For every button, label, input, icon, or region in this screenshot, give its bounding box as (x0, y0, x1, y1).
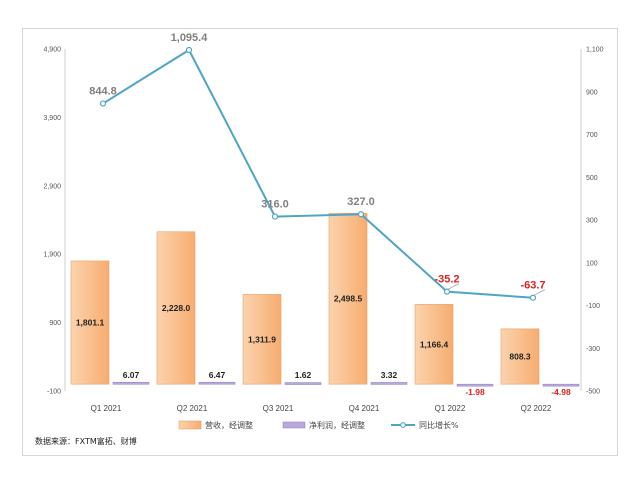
growth-point (271, 213, 279, 220)
growth-data-label: 844.8 (89, 86, 117, 98)
right-tick-label: -300 (586, 346, 600, 353)
growth-line (102, 48, 534, 299)
left-tick-label: -100 (47, 389, 61, 396)
right-tick-label: 1,100 (586, 47, 604, 54)
net-profit-bar (198, 381, 236, 385)
revenue-bar (242, 294, 282, 385)
net-profit-bar (456, 383, 494, 387)
category-label: Q1 2022 (435, 404, 466, 413)
revenue-bar (70, 260, 110, 385)
revenue-data-label: 2,498.5 (334, 294, 363, 304)
legend-label-net-profit: 净利润，经调整 (309, 420, 365, 430)
net-profit-data-label: -1.98 (465, 387, 485, 397)
revenue-data-label: 808.3 (509, 352, 531, 362)
right-tick-label: -100 (586, 303, 600, 310)
net-profit-data-label: 6.47 (209, 370, 226, 380)
combo-chart: 4,900 3,900 2,900 1,900 900 -100 1,100 900 700 5… (35, 32, 604, 446)
growth-data-label: -63.7 (520, 280, 545, 292)
revenue-bar (500, 328, 540, 385)
net-profit-data-label: 6.07 (123, 370, 140, 380)
legend-marker-growth (400, 422, 406, 428)
revenue-data-label: 2,228.0 (162, 303, 191, 313)
growth-data-label: 316.0 (261, 199, 289, 211)
revenue-bar (156, 231, 196, 385)
left-tick-label: 2,900 (43, 183, 61, 190)
revenue-bar (328, 212, 368, 385)
right-tick-label: 900 (586, 89, 598, 96)
line-series: 844.8 1,095.4 316.0 327.0 -35.2 -63.7 (89, 32, 546, 301)
net-profit-data-label: 3.32 (381, 370, 398, 380)
category-label: Q2 2022 (521, 404, 552, 413)
bar-series: 1,801.1 6.07 2,228.0 6.47 1,311.9 1.62 2,498.5… (70, 212, 580, 397)
growth-data-label: 1,095.4 (171, 32, 209, 44)
growth-point (443, 288, 451, 295)
legend-label-revenue: 营收，经调整 (205, 420, 253, 430)
net-profit-bar (542, 383, 580, 387)
revenue-data-label: 1,166.4 (420, 339, 449, 349)
net-profit-data-label: 1.62 (295, 370, 312, 380)
label-leader-line (446, 283, 460, 290)
left-tick-label: 4,900 (43, 47, 61, 54)
right-tick-label: 700 (586, 132, 598, 139)
revenue-data-label: 1,801.1 (76, 318, 105, 328)
right-tick-label: 300 (586, 218, 598, 225)
legend-swatch-net-profit (282, 421, 306, 429)
left-axis: 4,900 3,900 2,900 1,900 900 -100 (43, 47, 66, 396)
left-tick-label: 900 (49, 320, 61, 327)
growth-point (99, 100, 107, 107)
legend-swatch-revenue (178, 420, 202, 430)
revenue-bar (414, 304, 454, 385)
left-tick-label: 3,900 (43, 115, 61, 122)
right-tick-label: 100 (586, 260, 598, 267)
growth-point (185, 46, 193, 54)
net-profit-bar (284, 382, 322, 385)
right-tick-label: 500 (586, 175, 598, 182)
growth-data-label: -35.2 (434, 274, 459, 286)
source-note: 数据来源：FXTM富拓、财博 (35, 436, 137, 446)
category-label: Q4 2021 (349, 404, 380, 413)
net-profit-data-label: -4.98 (551, 387, 571, 397)
label-leader-line (532, 289, 546, 297)
net-profit-bar (112, 381, 150, 385)
category-label: Q3 2021 (263, 404, 294, 413)
legend-label-growth: 同比增长% (419, 420, 459, 430)
growth-point (529, 294, 537, 301)
growth-data-label: 327.0 (347, 196, 375, 208)
legend: 营收，经调整 净利润，经调整 同比增长% (178, 420, 459, 430)
left-tick-label: 1,900 (43, 252, 61, 259)
growth-point (357, 211, 365, 218)
revenue-data-label: 1,311.9 (248, 334, 276, 344)
chart-frame: 4,900 3,900 2,900 1,900 900 -100 1,100 900 700 5… (22, 28, 618, 456)
right-axis: 1,100 900 700 500 300 100 -100 -300 -500 (580, 47, 604, 396)
category-axis: Q1 2021 Q2 2021 Q3 2021 Q4 2021 Q1 2022 Q2 20… (91, 404, 552, 413)
right-tick-label: -500 (586, 389, 600, 396)
category-label: Q1 2021 (91, 404, 122, 413)
category-label: Q2 2021 (177, 404, 208, 413)
net-profit-bar (370, 382, 408, 385)
